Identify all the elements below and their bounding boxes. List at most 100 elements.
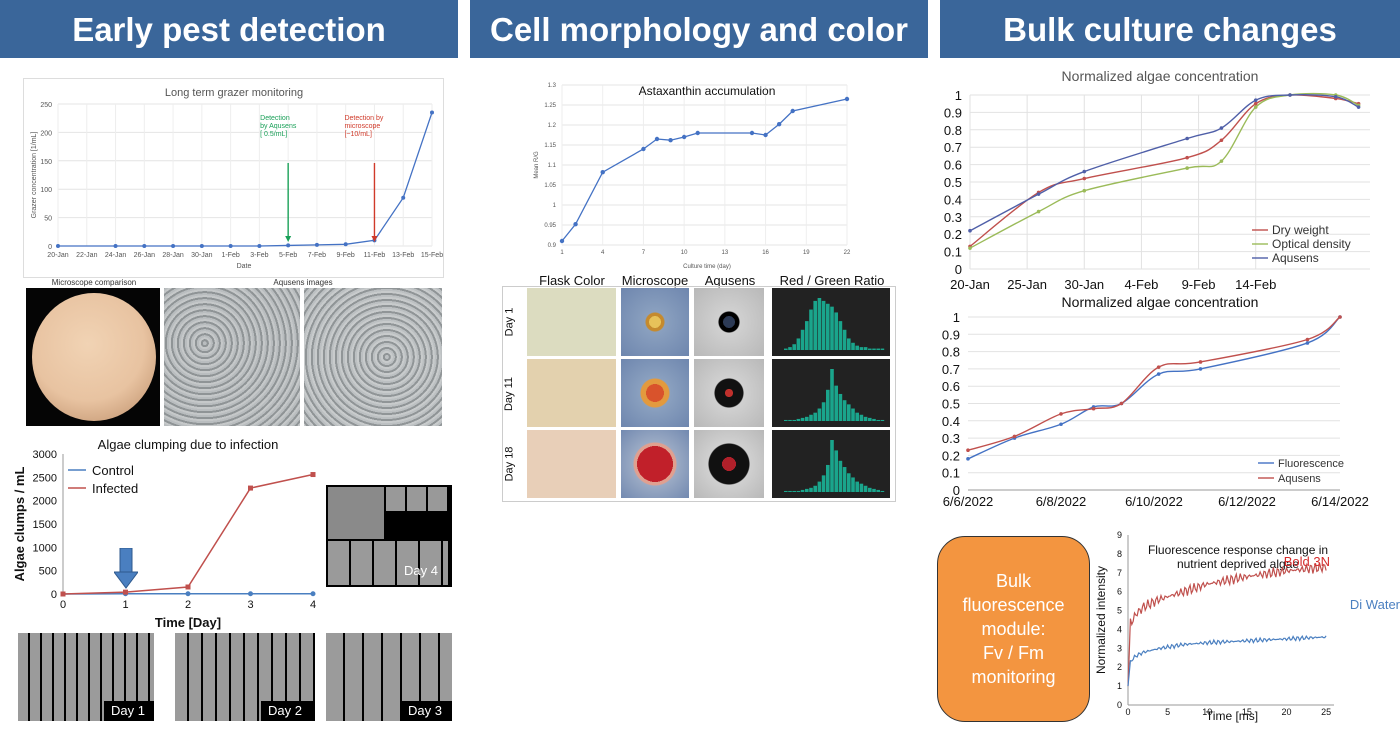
asta-title: Astaxanthin accumulation [639,84,776,98]
norm1-point [1219,138,1224,143]
clumping-point [60,591,66,597]
clumping-xtick: 0 [60,599,66,611]
flask-day1 [527,288,616,356]
aqusens-image-2 [304,288,442,426]
grazer-point [142,244,147,248]
norm2-point [1156,372,1161,376]
histogram-bar [876,489,880,492]
histogram-bar [859,483,864,492]
norm1-xtick: 25-Jan [1007,277,1047,292]
header-bulk-culture: Bulk culture changes [940,0,1400,58]
grazer-title: Long term grazer monitoring [165,87,303,99]
histogram-bar [863,416,868,421]
norm1-point [968,246,972,250]
fluor-ytick: 6 [1117,587,1122,597]
grazer-xlabel: Date [237,263,252,270]
grazer-chart: Long term grazer monitoring 0 50 100 150 200 2… [31,87,443,270]
grazer-xtick: 5-Feb [279,252,297,259]
grazer-ytick: 150 [40,159,52,166]
histogram-bar [880,490,885,492]
clumping-chart: Algae clumping due to infection 0 500 1000 1… [12,437,316,630]
histogram-bar [817,298,822,350]
histogram-bar [872,488,876,492]
norm2-point [1198,360,1203,364]
norm1-point [1253,105,1258,109]
histogram-bar [847,338,851,350]
morphology-grid [502,286,896,502]
asta-point [776,122,782,127]
histogram-bar [821,402,826,421]
asta-ytick: 1.05 [544,183,556,189]
clumping-title: Algae clumping due to infection [98,437,279,452]
grazer-point [171,244,176,248]
norm2-ytick: 0.9 [942,327,960,342]
norm1-point [1082,188,1087,193]
norm1-legend-label: Dry weight [1272,223,1329,237]
grazer-xtick: 30-Jan [191,252,213,259]
clumping-point [248,485,253,491]
histogram-bar [838,393,843,421]
module-line-4: Fv / Fm [983,643,1044,663]
fluorescence-module-box: Bulk fluorescence module: Fv / Fm monito… [937,536,1090,722]
norm1-ytick: 0.9 [944,105,962,120]
norm1-point [1253,98,1258,103]
day4-label: Day 4 [404,563,438,578]
norm2-point [1119,401,1124,406]
asta-xtick: 16 [762,250,769,256]
histogram-bar [809,487,813,492]
norm1-series [969,94,1359,232]
fluor-xtick: 0 [1125,707,1130,717]
microscope-image [26,288,160,426]
grazer-xtick: 11-Feb [364,252,386,259]
clumping-xtick: 2 [185,599,191,611]
norm1-ytick: 1 [955,88,962,103]
norm2-ytick: 0.8 [942,345,960,360]
asta-point [695,130,700,136]
histogram-bar [809,414,813,421]
histogram-bar [800,417,805,421]
grazer-annotation: microscope [344,123,380,130]
histogram-bar [788,490,792,492]
grazer-annotation: Detection [260,115,290,122]
norm2-ytick: 0.6 [942,379,960,394]
norm2-ytick: 1 [953,310,960,325]
histogram-bar [868,348,872,350]
asta-xtick: 4 [601,250,605,256]
norm2-point [1156,365,1161,369]
fluor-ytick: 0 [1117,700,1122,710]
rg-histograms [772,288,890,498]
bulk-charts: Normalized algae concentration 0 0.1 0.2 0.3… [942,68,1400,723]
histogram-bar [830,369,834,421]
fluor-xtick: 15 [1242,707,1252,717]
fluor-ytick: 2 [1117,662,1122,672]
day3-label: Day 3 [408,703,442,718]
grazer-chart-frame [23,78,444,278]
histogram-bar [834,385,838,421]
fluor-ylabel: Normalized intensity [1094,566,1108,674]
histogram-bar [800,489,805,492]
norm2-ytick: 0.4 [942,414,960,429]
module-line-5: monitoring [971,667,1056,687]
grazer-xtick: 13-Feb [392,252,414,259]
grazer-annotation-arrowhead [371,236,378,242]
fluor-ytick: 9 [1117,530,1122,540]
norm2-point [1305,337,1310,342]
aqusens-day1 [694,288,764,356]
asta-series [561,98,848,242]
histogram-bar [872,348,876,350]
asta-ylabel: Mean R/G [534,151,540,179]
norm2-point [1198,367,1203,371]
histogram-bar [842,329,847,350]
norm1-ytick: 0.7 [944,140,962,155]
clumping-ytick: 2500 [33,472,57,484]
norm1-ytick: 0.6 [944,158,962,173]
norm2-point [1305,341,1310,345]
grazer-xtick: 24-Jan [105,252,127,259]
clumping-xtick: 1 [122,599,128,611]
norm1-point [1185,136,1189,141]
norm1-point [1082,169,1087,174]
asta-point [844,96,850,102]
grazer-xtick: 22-Jan [76,252,98,259]
clumping-point [185,591,191,597]
clumping-legend-infected: Infected [92,481,138,496]
